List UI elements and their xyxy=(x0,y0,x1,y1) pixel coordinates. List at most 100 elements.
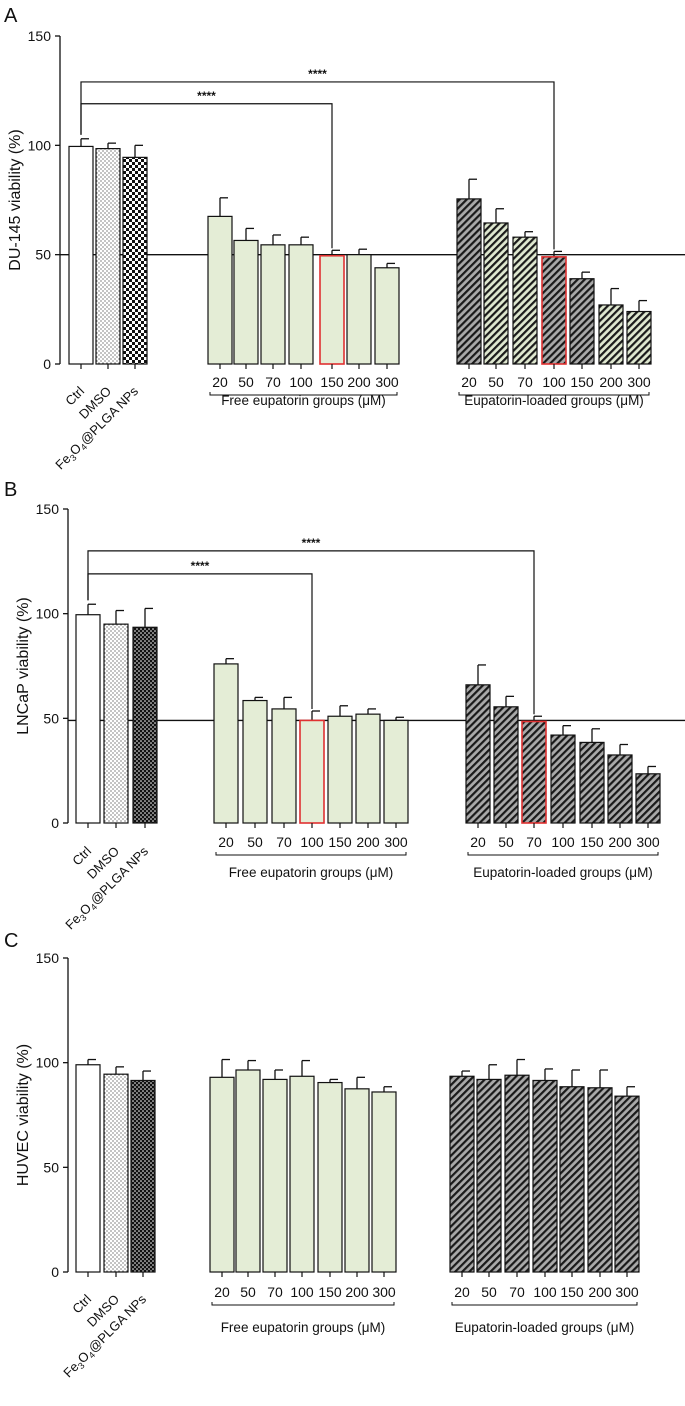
y-tick-label: 50 xyxy=(35,247,51,263)
bar-free xyxy=(207,215,233,365)
bar-control xyxy=(103,1073,129,1273)
bar-free xyxy=(213,663,239,824)
x-category-label: 150 xyxy=(580,834,604,850)
x-category-label: 300 xyxy=(372,1284,396,1300)
bar-loaded xyxy=(579,741,605,824)
bar-free xyxy=(327,715,353,824)
group-label: Eupatorin-loaded groups (μM) xyxy=(455,1320,635,1335)
x-category-label: 20 xyxy=(461,374,477,390)
y-axis-label: LNCaP viability (%) xyxy=(15,597,32,735)
bar-loaded xyxy=(493,706,519,824)
x-category-label: 150 xyxy=(570,374,594,390)
bar-loaded xyxy=(521,720,547,824)
x-category-label: 70 xyxy=(267,1284,283,1300)
y-tick-label: 150 xyxy=(36,950,60,966)
x-category-label: 150 xyxy=(328,834,352,850)
x-category-label: 150 xyxy=(560,1284,584,1300)
group-label: Free eupatorin groups (μM) xyxy=(221,1320,386,1335)
significance-label: **** xyxy=(302,536,321,550)
bar-free xyxy=(242,699,268,824)
bar-loaded xyxy=(449,1075,475,1273)
x-category-label: 50 xyxy=(488,374,504,390)
bar-loaded xyxy=(465,684,491,824)
bar-free xyxy=(346,254,372,365)
x-category-label: 300 xyxy=(627,374,651,390)
bar-free xyxy=(289,1075,315,1273)
bar-control xyxy=(75,614,101,824)
group-bracket xyxy=(451,1302,638,1306)
significance-label: **** xyxy=(191,559,210,573)
x-category-label: 50 xyxy=(498,834,514,850)
x-category-label: 50 xyxy=(240,1284,256,1300)
x-category-label: 70 xyxy=(509,1284,525,1300)
bar-free xyxy=(288,244,314,365)
x-category-label: 50 xyxy=(247,834,263,850)
group-label: Free eupatorin groups (μM) xyxy=(221,393,386,408)
x-category-label: 100 xyxy=(290,1284,314,1300)
bar-loaded xyxy=(569,278,595,365)
y-tick-label: 150 xyxy=(36,501,60,517)
x-category-label: 100 xyxy=(551,834,575,850)
bar-free xyxy=(355,713,381,824)
group-bracket xyxy=(209,392,398,396)
x-category-label: 200 xyxy=(588,1284,612,1300)
x-category-label: 70 xyxy=(517,374,533,390)
x-category-label: 200 xyxy=(356,834,380,850)
bar-loaded xyxy=(483,222,509,365)
bar-loaded xyxy=(550,734,576,824)
bar-loaded xyxy=(512,236,538,365)
x-category-label: 150 xyxy=(320,374,344,390)
x-category-label: 150 xyxy=(318,1284,342,1300)
x-category-label: 300 xyxy=(375,374,399,390)
y-axis-label: HUVEC viability (%) xyxy=(15,1044,32,1186)
x-category-label: 100 xyxy=(300,834,324,850)
x-category-label: 20 xyxy=(214,1284,230,1300)
bar-control xyxy=(122,156,148,365)
panel-letter: A xyxy=(4,5,18,27)
x-category-label: 300 xyxy=(615,1284,639,1300)
bar-free xyxy=(271,708,297,824)
x-category-label: 300 xyxy=(384,834,408,850)
bar-control xyxy=(68,145,94,365)
panel-letter: C xyxy=(4,930,18,952)
y-tick-label: 100 xyxy=(36,1055,60,1071)
x-category-label: 200 xyxy=(345,1284,369,1300)
bar-loaded xyxy=(626,310,652,365)
y-tick-label: 150 xyxy=(28,28,52,44)
bar-free xyxy=(344,1088,370,1273)
x-category-label: 50 xyxy=(238,374,254,390)
y-tick-label: 50 xyxy=(43,1159,59,1175)
bar-free xyxy=(262,1078,288,1273)
x-category-label: 70 xyxy=(265,374,281,390)
bar-loaded xyxy=(587,1087,613,1273)
bar-loaded xyxy=(614,1095,640,1273)
significance-bracket xyxy=(80,81,555,250)
x-category-label: 20 xyxy=(454,1284,470,1300)
y-tick-label: 100 xyxy=(28,137,52,153)
bar-free xyxy=(319,254,345,365)
bar-loaded xyxy=(504,1074,530,1273)
x-category-label: 20 xyxy=(470,834,486,850)
group-bracket xyxy=(458,392,650,396)
x-category-label: 70 xyxy=(276,834,292,850)
y-tick-label: 50 xyxy=(43,710,59,726)
bar-loaded xyxy=(541,256,567,365)
x-category-label: 100 xyxy=(289,374,313,390)
bar-control xyxy=(130,1079,156,1273)
bar-free xyxy=(233,239,259,365)
bar-loaded xyxy=(456,198,482,365)
x-category-label: 20 xyxy=(212,374,228,390)
bar-free xyxy=(371,1091,397,1273)
group-bracket xyxy=(467,852,659,856)
x-category-label: 200 xyxy=(608,834,632,850)
x-category-label: 100 xyxy=(542,374,566,390)
significance-label: **** xyxy=(308,67,327,81)
group-label: Free eupatorin groups (μM) xyxy=(229,865,394,880)
bar-free xyxy=(260,244,286,365)
x-category-label: 200 xyxy=(347,374,371,390)
y-tick-label: 100 xyxy=(36,606,60,622)
bar-free xyxy=(383,719,409,824)
